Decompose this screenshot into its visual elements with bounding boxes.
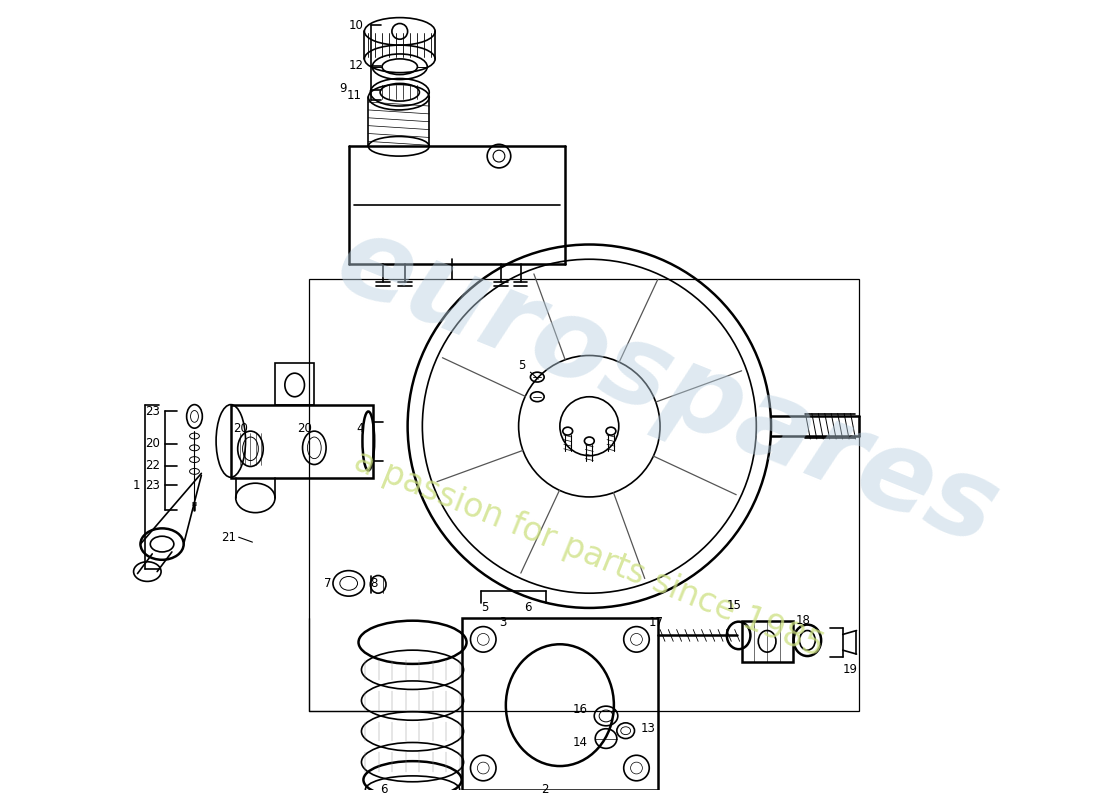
Text: 18: 18 (795, 614, 811, 627)
Bar (462, 618, 658, 790)
Text: 6: 6 (381, 783, 388, 796)
Text: 22: 22 (145, 459, 161, 472)
Text: 19: 19 (843, 663, 858, 676)
Text: 5: 5 (518, 359, 525, 372)
Text: 10: 10 (349, 19, 363, 32)
Text: eurospares: eurospares (322, 206, 1013, 568)
Text: 2: 2 (541, 783, 549, 796)
Text: 20: 20 (297, 422, 311, 434)
Text: 11: 11 (346, 89, 362, 102)
Text: 23: 23 (145, 405, 161, 418)
Text: 4: 4 (356, 422, 364, 434)
Bar (741, 621, 793, 662)
Bar (231, 405, 373, 478)
Text: 12: 12 (349, 59, 363, 72)
Text: 20: 20 (145, 438, 161, 450)
Text: 1: 1 (133, 478, 141, 492)
Text: 21: 21 (221, 530, 235, 544)
Text: 6: 6 (525, 602, 532, 614)
Text: 23: 23 (145, 478, 161, 492)
Text: 8: 8 (371, 577, 377, 590)
Text: 20: 20 (233, 422, 248, 434)
Text: 17: 17 (648, 616, 663, 629)
Bar (275, 363, 315, 405)
Text: 5: 5 (482, 602, 488, 614)
Text: 14: 14 (572, 736, 587, 749)
Text: 7: 7 (323, 577, 331, 590)
Text: 9: 9 (339, 82, 346, 95)
Bar (309, 279, 859, 711)
Text: 15: 15 (727, 599, 741, 613)
Text: 13: 13 (640, 722, 656, 735)
Text: 16: 16 (572, 702, 587, 715)
Text: 3: 3 (499, 616, 507, 629)
Text: a passion for parts since 1985: a passion for parts since 1985 (350, 444, 829, 664)
